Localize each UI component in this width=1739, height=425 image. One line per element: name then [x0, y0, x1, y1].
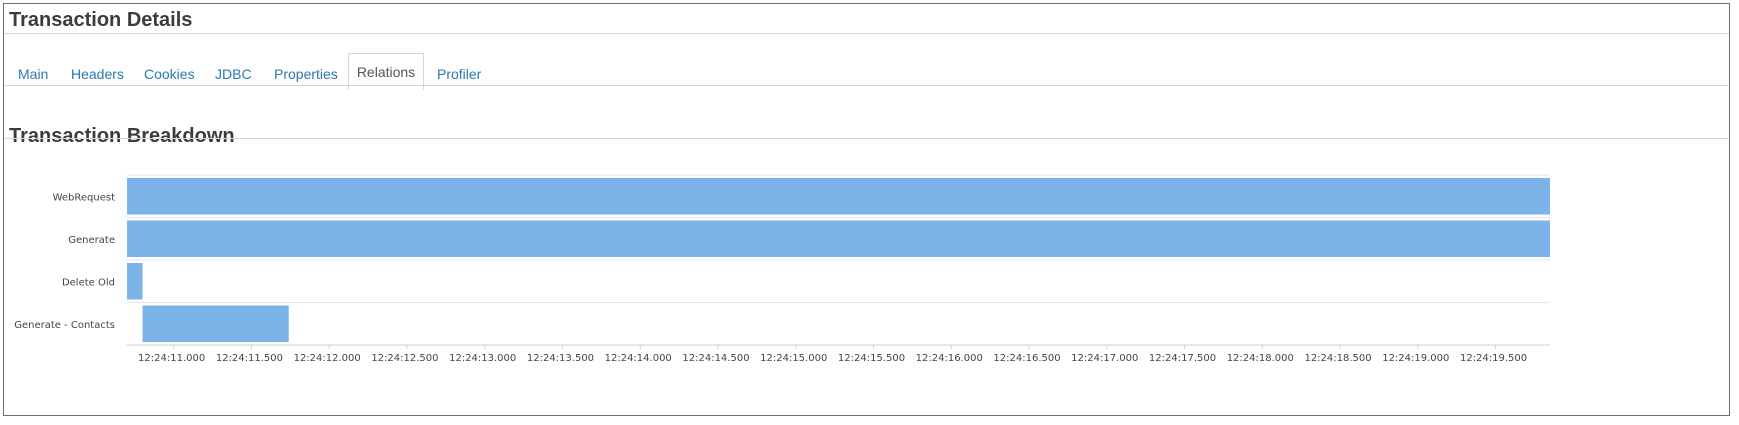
category-label: Delete Old	[62, 277, 115, 288]
tab-bar: Main Headers Cookies JDBC Properties Rel…	[4, 53, 1729, 90]
x-tick-label: 12:24:15.000	[760, 353, 827, 364]
x-tick-label: 12:24:15.500	[838, 353, 905, 364]
bar-generate-contacts	[142, 305, 289, 342]
x-tick-label: 12:24:18.000	[1227, 353, 1294, 364]
tab-cookies[interactable]: Cookies	[144, 66, 195, 82]
x-tick-label: 12:24:16.000	[916, 353, 983, 364]
category-label: Generate - Contacts	[14, 320, 115, 331]
tab-jdbc[interactable]: JDBC	[215, 66, 252, 82]
x-tick-label: 12:24:12.000	[294, 353, 361, 364]
section-divider	[4, 138, 1729, 139]
x-tick-label: 12:24:19.000	[1382, 353, 1449, 364]
tab-profiler[interactable]: Profiler	[437, 66, 482, 82]
x-tick-label: 12:24:13.000	[449, 353, 516, 364]
x-tick-label: 12:24:14.000	[605, 353, 672, 364]
x-tick-label: 12:24:13.500	[527, 353, 594, 364]
tab-relations[interactable]: Relations	[348, 53, 424, 90]
tab-headers[interactable]: Headers	[71, 66, 124, 82]
x-tick-label: 12:24:17.500	[1149, 353, 1216, 364]
x-tick-label: 12:24:11.500	[216, 353, 283, 364]
x-tick-label: 12:24:11.000	[138, 353, 205, 364]
title-divider	[4, 33, 1729, 34]
bar-webrequest	[127, 178, 1550, 215]
category-label: Generate	[68, 235, 115, 246]
tab-bar-divider	[4, 85, 1729, 86]
section-title: Transaction Breakdown	[9, 125, 235, 147]
x-tick-label: 12:24:18.500	[1304, 353, 1371, 364]
tab-properties[interactable]: Properties	[274, 66, 338, 82]
category-label: WebRequest	[53, 192, 116, 203]
x-tick-label: 12:24:16.500	[993, 353, 1060, 364]
x-tick-label: 12:24:12.500	[371, 353, 438, 364]
x-tick-label: 12:24:19.500	[1460, 353, 1527, 364]
bar-generate	[127, 220, 1550, 257]
tab-main[interactable]: Main	[18, 66, 49, 82]
bar-delete-old	[127, 263, 143, 300]
x-tick-label: 12:24:14.500	[682, 353, 749, 364]
x-tick-label: 12:24:17.000	[1071, 353, 1138, 364]
page-title: Transaction Details	[9, 9, 193, 31]
